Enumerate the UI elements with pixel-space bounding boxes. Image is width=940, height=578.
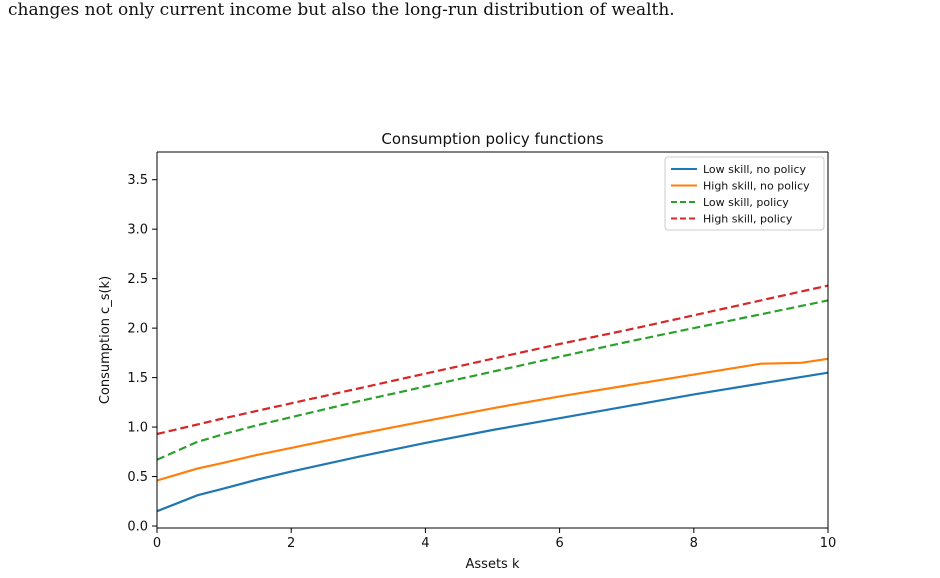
x-tick-label: 2	[287, 536, 295, 551]
document-text-line: changes not only current income but also…	[8, 0, 675, 20]
y-tick-label: 1.5	[127, 371, 148, 386]
y-tick-label: 3.5	[127, 173, 148, 188]
y-axis-label: Consumption c_s(k)	[98, 276, 113, 404]
series-lines	[156, 284, 829, 513]
x-axis-label: Assets k	[466, 557, 520, 572]
x-tick-label: 6	[555, 536, 563, 551]
axes	[156, 151, 829, 529]
series-line-1	[156, 357, 829, 482]
legend-label-2: Low skill, policy	[703, 196, 789, 209]
y-tick-label: 1.0	[127, 421, 148, 436]
y-tick-label: 0.5	[127, 470, 148, 485]
series-line-0	[156, 371, 829, 513]
y-tick-label: 2.5	[127, 272, 148, 287]
y-tick-label: 0.0	[127, 520, 148, 535]
y-tick-label: 3.0	[127, 223, 148, 238]
chart-title: Consumption policy functions	[381, 130, 603, 148]
x-tick-label: 0	[153, 536, 161, 551]
legend: Low skill, no policy High skill, no polic…	[664, 156, 825, 231]
y-tick-label: 2.0	[127, 322, 148, 337]
x-tick-label: 8	[690, 536, 698, 551]
x-tick-label: 4	[421, 536, 429, 551]
legend-label-1: High skill, no policy	[703, 180, 810, 193]
legend-box	[664, 156, 825, 231]
legend-label-3: High skill, policy	[703, 213, 793, 226]
series-line-2	[156, 299, 829, 461]
x-tick-label: 10	[820, 536, 837, 551]
legend-label-0: Low skill, no policy	[703, 163, 806, 176]
series-line-3	[156, 284, 829, 436]
ticks: 0 2 4 6 8 10 0.0 0.5 1.0 1.5 2.0 2.5 3.0 3.5	[127, 173, 836, 551]
